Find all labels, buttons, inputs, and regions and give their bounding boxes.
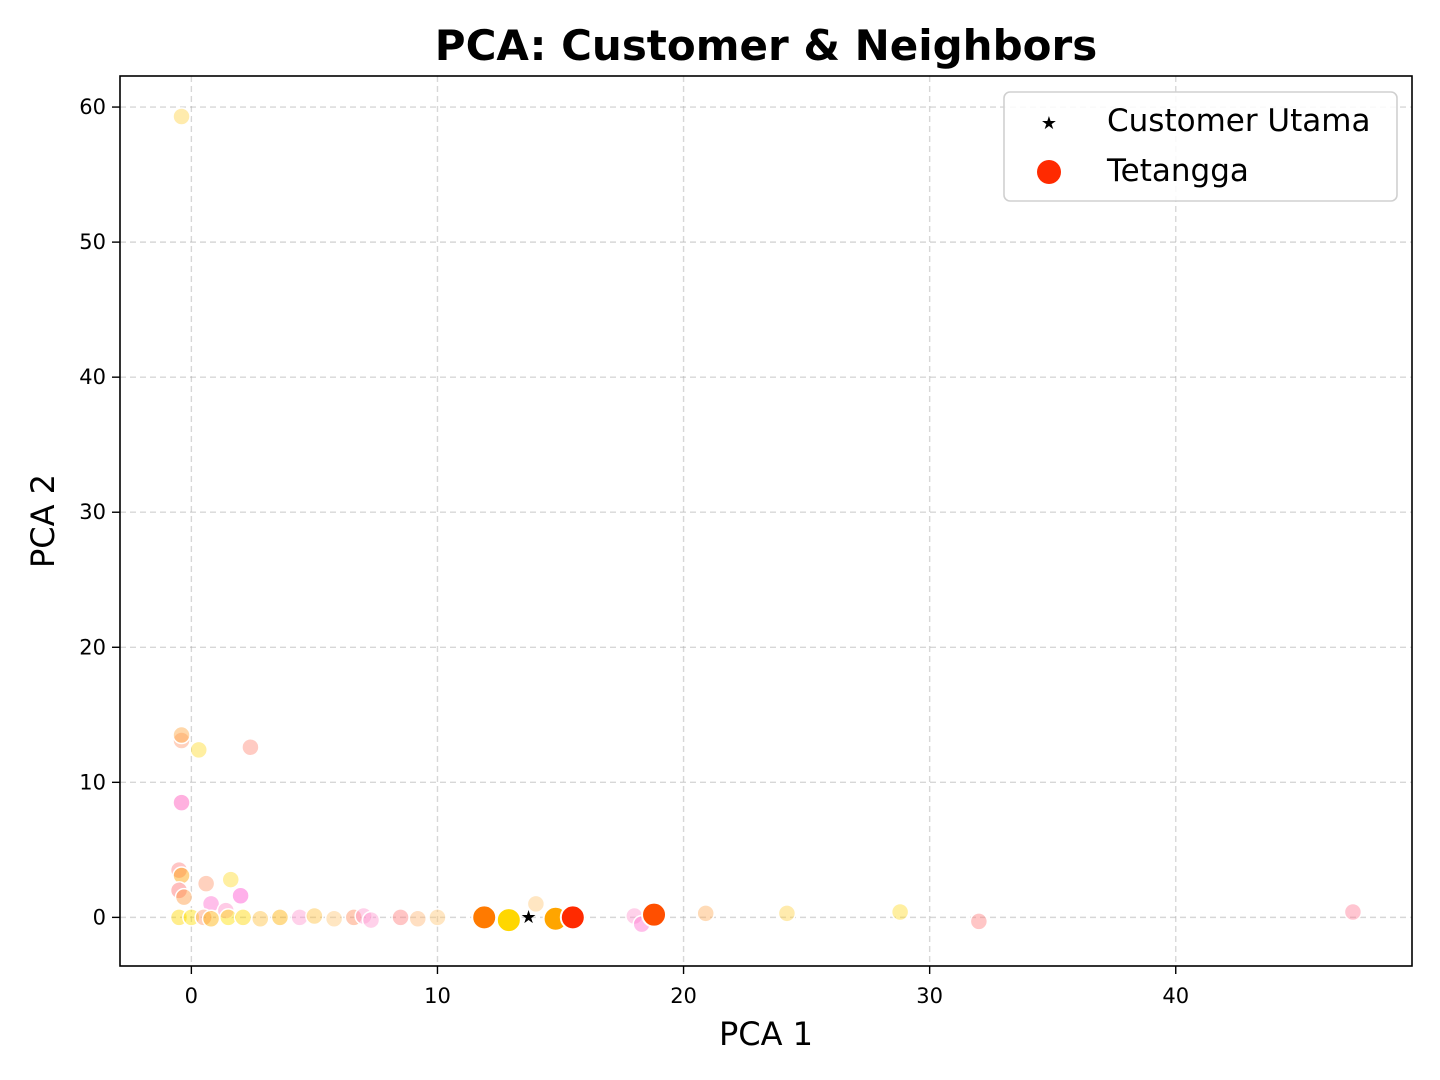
- background-point: [201, 909, 221, 928]
- background-point: [196, 874, 216, 893]
- background-point: [428, 908, 447, 927]
- y-tick-label: 50: [79, 230, 106, 254]
- background-point: [969, 912, 989, 931]
- chart-title: PCA: Customer & Neighbors: [435, 21, 1097, 70]
- background-point: [172, 866, 191, 885]
- background-point: [890, 902, 910, 922]
- grid-lines: [120, 76, 1412, 966]
- x-axis-label: PCA 1: [719, 1015, 813, 1053]
- background-point: [305, 906, 324, 926]
- x-tick-label: 40: [1162, 984, 1189, 1008]
- y-tick-label: 20: [79, 635, 106, 659]
- y-axis-label: PCA 2: [24, 474, 62, 568]
- background-point: [777, 904, 797, 923]
- y-tick-label: 30: [79, 500, 106, 524]
- tetangga-point: [641, 901, 668, 928]
- legend: ★ Customer Utama Tetangga: [1003, 91, 1398, 202]
- background-point: [172, 725, 191, 745]
- background-point: [219, 908, 238, 927]
- y-tick-label: 0: [93, 905, 106, 929]
- tetangga-point: [559, 904, 586, 931]
- customer-utama-point: ★: [520, 907, 536, 928]
- background-point: [1343, 902, 1363, 922]
- background-point: [172, 731, 191, 750]
- background-point: [231, 886, 250, 906]
- x-tick-label: 20: [670, 984, 697, 1008]
- background-point: [361, 910, 381, 930]
- data-points: ★: [169, 107, 1363, 934]
- y-tick-label: 60: [79, 95, 106, 119]
- legend-circle-icon: [1037, 160, 1061, 184]
- y-axis-ticks: 0 10 20 30 40 50 60: [79, 95, 120, 929]
- background-point: [251, 909, 270, 928]
- background-point: [221, 870, 240, 889]
- background-point: [408, 909, 428, 928]
- legend-box: [1003, 91, 1398, 202]
- background-point: [241, 737, 260, 757]
- background-point: [526, 894, 546, 914]
- background-point: [696, 904, 715, 923]
- background-point: [172, 793, 191, 812]
- background-point: [172, 107, 191, 126]
- tetangga-point: [495, 907, 522, 934]
- x-tick-label: 30: [916, 984, 943, 1008]
- background-point: [194, 908, 213, 927]
- background-point: [324, 909, 344, 928]
- background-point: [290, 908, 309, 927]
- background-point: [391, 908, 410, 927]
- x-tick-label: 10: [424, 984, 451, 1008]
- legend-star-icon: ★: [1041, 113, 1057, 134]
- y-tick-label: 40: [79, 365, 106, 389]
- background-point: [270, 908, 290, 927]
- x-tick-label: 0: [185, 984, 198, 1008]
- x-axis-ticks: 0 10 20 30 40: [185, 966, 1189, 1008]
- legend-label-tetangga: Tetangga: [1106, 153, 1249, 189]
- tetangga-point: [471, 904, 498, 931]
- y-tick-label: 10: [79, 770, 106, 794]
- plot-frame: [119, 75, 1413, 967]
- background-point: [189, 740, 209, 760]
- background-point: [233, 908, 253, 927]
- legend-label-customer-utama: Customer Utama: [1107, 103, 1370, 139]
- background-point: [174, 887, 194, 907]
